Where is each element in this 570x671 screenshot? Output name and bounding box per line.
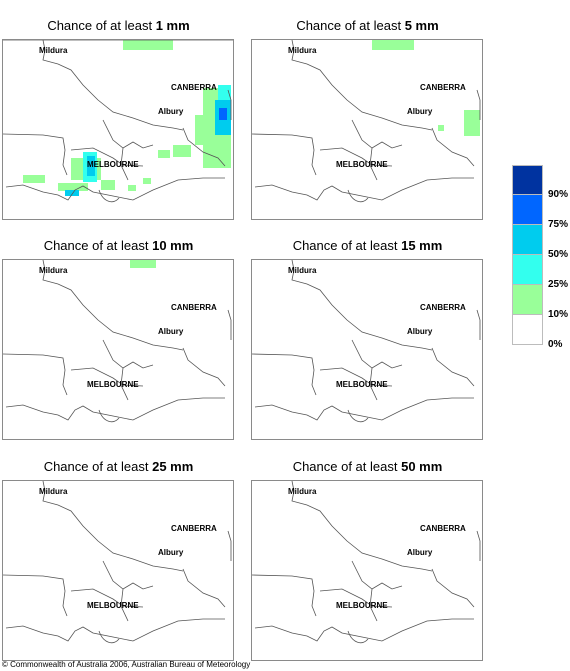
map-drawing: [3, 260, 232, 423]
place-label-albury: Albury: [158, 327, 184, 336]
legend-tick-label: 25%: [548, 279, 569, 290]
legend-tick-label: 50%: [548, 249, 569, 260]
legend-tick-label: 75%: [548, 219, 569, 230]
color-legend: [512, 165, 543, 345]
place-label-albury: Albury: [407, 548, 433, 557]
map-drawing: [252, 260, 481, 423]
map-boundaries: [3, 481, 232, 644]
legend-swatch: [512, 225, 543, 255]
place-label-mildura: Mildura: [288, 266, 317, 275]
legend-swatch: [512, 285, 543, 315]
map-boundaries: [3, 260, 232, 423]
panel-title: Chance of at least 15 mm: [292, 238, 443, 253]
legend-tick-label: 10%: [548, 309, 569, 320]
rainfall-map: Mildura CANBERRA Albury MELBOURNE: [2, 480, 234, 661]
panel-title: Chance of at least 25 mm: [43, 459, 194, 474]
legend-tick-label: 90%: [548, 189, 569, 200]
place-label-canberra: CANBERRA: [171, 83, 217, 92]
place-label-mildura: Mildura: [288, 487, 317, 496]
legend-swatch: [512, 315, 543, 345]
place-label-canberra: CANBERRA: [171, 524, 217, 533]
place-label-melbourne: MELBOURNE: [336, 160, 388, 169]
place-label-melbourne: MELBOURNE: [87, 160, 139, 169]
copyright-footer: © Commonwealth of Australia 2006, Austra…: [2, 660, 251, 669]
rainfall-map: Mildura CANBERRA Albury MELBOURNE: [251, 39, 483, 220]
rain-chance-overlay: [23, 40, 231, 196]
map-drawing: [3, 40, 233, 203]
legend-swatch: [512, 255, 543, 285]
place-label-canberra: CANBERRA: [420, 303, 466, 312]
panel-title: Chance of at least 50 mm: [292, 459, 443, 474]
map-boundaries: [252, 260, 481, 423]
place-label-albury: Albury: [407, 107, 433, 116]
map-drawing: [3, 481, 232, 644]
place-label-albury: Albury: [407, 327, 433, 336]
panel-title: Chance of at least 5 mm: [296, 18, 439, 33]
legend-swatch: [512, 165, 543, 195]
place-label-albury: Albury: [158, 107, 184, 116]
place-label-canberra: CANBERRA: [171, 303, 217, 312]
place-label-mildura: Mildura: [39, 487, 68, 496]
map-boundaries: [3, 40, 233, 203]
rain-chance-overlay: [372, 40, 480, 136]
map-drawing: [252, 40, 481, 203]
rainfall-map: Mildura CANBERRA Albury MELBOURNE: [2, 259, 234, 440]
panel-title: Chance of at least 1 mm: [47, 18, 190, 33]
rainfall-map: Mildura CANBERRA Albury MELBOURNE: [251, 480, 483, 661]
legend-tick-label: 0%: [548, 339, 563, 350]
map-boundaries: [252, 40, 481, 203]
panel-title: Chance of at least 10 mm: [43, 238, 194, 253]
place-label-melbourne: MELBOURNE: [336, 601, 388, 610]
place-label-albury: Albury: [158, 548, 184, 557]
place-label-melbourne: MELBOURNE: [87, 380, 139, 389]
place-label-mildura: Mildura: [39, 46, 68, 55]
place-label-mildura: Mildura: [288, 46, 317, 55]
place-label-canberra: CANBERRA: [420, 524, 466, 533]
place-label-canberra: CANBERRA: [420, 83, 466, 92]
place-label-melbourne: MELBOURNE: [336, 380, 388, 389]
map-boundaries: [252, 481, 481, 644]
rainfall-map: Mildura CANBERRA Albury MELBOURNE: [2, 39, 234, 220]
legend-swatch: [512, 195, 543, 225]
place-label-melbourne: MELBOURNE: [87, 601, 139, 610]
rainfall-map: Mildura CANBERRA Albury MELBOURNE: [251, 259, 483, 440]
rain-chance-overlay: [130, 260, 156, 268]
map-drawing: [252, 481, 481, 644]
place-label-mildura: Mildura: [39, 266, 68, 275]
